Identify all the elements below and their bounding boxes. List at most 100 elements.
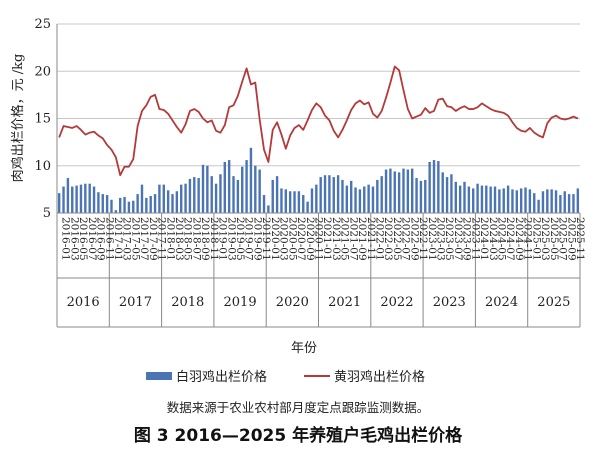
x-tick-label: 2025-07 <box>557 217 569 261</box>
bar-white-feather <box>114 210 118 213</box>
yellow-feather-line-layer <box>58 65 579 177</box>
bar-white-feather <box>297 191 301 213</box>
year-label: 2021 <box>328 295 361 310</box>
bar-white-feather <box>511 189 514 213</box>
bar-white-feather <box>472 188 475 213</box>
bar-white-feather <box>502 188 505 213</box>
x-tick-label: 2020-07 <box>295 217 307 261</box>
x-tick-label: 2020-05 <box>286 217 298 261</box>
x-tick-label: 2023-09 <box>461 217 473 261</box>
bar-white-feather <box>528 189 532 213</box>
bar-white-feather <box>419 180 423 213</box>
x-tick-label: 2024-11 <box>522 217 534 261</box>
bar-white-feather <box>515 190 519 213</box>
bar-white-feather <box>402 168 405 213</box>
bar-white-feather <box>546 189 549 213</box>
bar-white-feather <box>136 194 139 213</box>
bar-white-feather <box>75 185 78 213</box>
bar-white-feather <box>493 186 497 213</box>
x-tick-label: 2016-05 <box>77 217 89 261</box>
bar-white-feather <box>445 177 449 213</box>
bar-white-feather <box>140 184 144 213</box>
x-tick-label: 2024-05 <box>496 217 508 261</box>
x-tick-label: 2021-01 <box>321 217 333 261</box>
bar-white-feather <box>563 191 566 213</box>
bar-white-feather <box>227 160 231 213</box>
x-tick-label: 2021-03 <box>330 217 342 261</box>
bar-white-feather <box>201 164 205 213</box>
x-tick-label: 2022-03 <box>382 217 394 261</box>
bar-white-feather <box>158 184 161 213</box>
x-tick-label: 2018-01 <box>164 217 176 261</box>
bar-white-feather <box>284 189 288 213</box>
bar-white-feather <box>533 193 536 213</box>
x-tick-label: 2023-05 <box>443 217 455 261</box>
bar-white-feather <box>123 196 126 213</box>
bar-white-feather <box>554 190 558 213</box>
bar-white-feather <box>280 188 283 213</box>
x-tick-label: 2022-01 <box>373 217 385 261</box>
bar-white-feather <box>180 184 183 213</box>
x-tick-label: 2022-09 <box>408 217 420 261</box>
bar-white-feather <box>315 184 318 213</box>
year-label: 2019 <box>224 295 257 310</box>
x-tick-label: 2018-09 <box>199 217 211 261</box>
year-label: 2025 <box>537 295 570 310</box>
year-label: 2024 <box>485 295 518 310</box>
bar-white-feather <box>293 191 296 213</box>
x-tick-label: 2019-11 <box>260 217 272 261</box>
bar-white-feather <box>92 186 96 213</box>
x-tick-label: 2019-05 <box>234 217 246 261</box>
year-label: 2022 <box>380 295 413 310</box>
year-label: 2017 <box>119 295 152 310</box>
bar-white-feather <box>62 186 65 213</box>
bar-white-feather <box>153 194 157 213</box>
bar-white-feather <box>171 194 174 213</box>
x-tick-label: 2018-05 <box>182 217 194 261</box>
x-tick-label: 2021-07 <box>347 217 359 261</box>
bar-white-feather <box>254 165 257 213</box>
bar-white-feather <box>88 183 91 213</box>
bar-white-feather <box>476 183 479 213</box>
bar-white-feather <box>463 181 466 213</box>
year-label: 2018 <box>171 295 204 310</box>
bar-white-feather <box>450 174 453 213</box>
bar-white-feather <box>206 165 209 213</box>
bar-white-feather <box>467 186 471 213</box>
bar-white-feather <box>341 179 344 213</box>
bar-white-feather <box>258 169 261 213</box>
x-tick-label: 2020-09 <box>304 217 316 261</box>
x-tick-label: 2017-07 <box>138 217 150 261</box>
bar-white-feather <box>271 179 274 213</box>
bar-white-feather <box>245 160 248 213</box>
bar-white-feather <box>567 194 571 213</box>
bar-white-feather <box>219 174 222 213</box>
y-tick-label: 5 <box>43 206 51 221</box>
bar-white-feather <box>336 175 340 213</box>
bar-white-feather <box>97 192 100 213</box>
x-tick-label: 2016-07 <box>86 217 98 261</box>
x-tick-label: 2017-01 <box>112 217 124 261</box>
bar-white-feather <box>498 189 501 213</box>
x-tick-label: 2019-01 <box>217 217 229 261</box>
bar-white-feather <box>149 195 152 213</box>
bar-white-feather <box>323 175 327 213</box>
bar-white-feather <box>310 188 314 213</box>
x-tick-label: 2023-11 <box>469 217 481 261</box>
bar-white-feather <box>302 195 305 213</box>
legend: 白羽鸡出栏价格 黄羽鸡出栏价格 <box>146 369 425 385</box>
bar-white-feather <box>371 186 375 213</box>
line-yellow-feather <box>58 65 579 177</box>
bar-white-feather <box>384 169 388 213</box>
bar-white-feather <box>236 179 240 213</box>
x-tick-label: 2021-05 <box>339 217 351 261</box>
bar-white-feather <box>380 176 383 213</box>
bar-white-feather <box>363 186 366 213</box>
x-tick-label: 2020-01 <box>269 217 281 261</box>
y-tick-label: 25 <box>34 17 51 32</box>
bar-white-feather <box>432 160 436 213</box>
bar-white-feather <box>537 199 540 213</box>
x-tick-label: 2024-01 <box>478 217 490 261</box>
y-tick-label: 15 <box>34 112 51 127</box>
